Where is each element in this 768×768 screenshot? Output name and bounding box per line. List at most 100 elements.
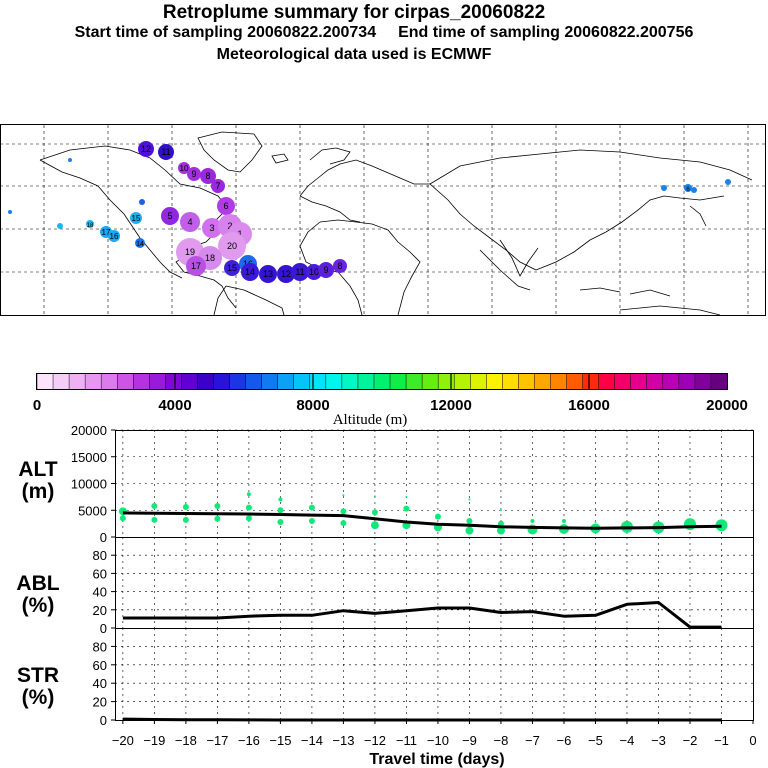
plume-marker-label: 18 <box>87 223 94 229</box>
scatter-point <box>214 515 221 522</box>
panel-ylabel: (%) <box>22 686 55 709</box>
colorbar-cell <box>630 374 648 389</box>
y-tick-label: 20 <box>93 695 107 710</box>
plume-marker-label: 13 <box>263 269 273 279</box>
colorbar-tick-labels: 0 4000 8000 12000 16000 20000 <box>33 397 748 414</box>
plume-marker <box>277 265 295 283</box>
colorbar-cell <box>101 374 118 389</box>
colorbar-cell <box>133 374 150 389</box>
colorbar-cell <box>534 374 552 389</box>
colorbar-cell <box>373 374 391 389</box>
colorbar-cell <box>197 374 215 389</box>
x-tick-label: −3 <box>651 733 666 748</box>
colorbar-cell <box>357 374 375 389</box>
colorbar-cell <box>37 374 54 389</box>
x-tick-label: −20 <box>112 733 134 748</box>
colorbar-cell <box>213 374 231 389</box>
colorbar-cell <box>502 374 519 389</box>
colorbar-cell <box>422 374 439 389</box>
colorbar-cell <box>117 374 134 389</box>
scatter-point <box>496 526 505 535</box>
str-panel: 0 20 40 60 80 STR(%) <box>17 628 754 728</box>
plume-marker-label: 17 <box>102 228 111 237</box>
x-tick-label: −2 <box>683 733 698 748</box>
plume-marker <box>661 185 667 191</box>
y-tick-label: 60 <box>93 566 107 581</box>
abl-panel: 0 20 40 60 80 ABL(%) <box>16 537 754 636</box>
panel-ylabel: (m) <box>22 480 55 503</box>
colorbar-cell <box>53 374 70 389</box>
start-time-label: Start time of sampling 20060822.200734 <box>74 24 377 41</box>
x-tick-label: −16 <box>238 733 260 748</box>
x-tick-label: −11 <box>396 733 417 748</box>
scatter-point <box>308 517 315 524</box>
plume-marker-label: 1 <box>237 229 242 239</box>
colorbar-cell <box>261 374 279 389</box>
plume-marker-label: 12 <box>281 269 291 279</box>
scatter-point <box>214 502 221 509</box>
y-tick-label: 10000 <box>71 477 107 492</box>
plume-marker-label: 6 <box>223 201 228 211</box>
colorbar-cell <box>486 374 503 389</box>
plume-marker <box>684 184 692 192</box>
scatter-point <box>468 498 471 501</box>
plume-marker-label: 7 <box>215 181 220 191</box>
alt-panel: 0 5000 10000 15000 20000 ALT(m) <box>18 423 754 545</box>
plume-marker-label: 18 <box>205 253 215 263</box>
y-tick-label: 5000 <box>78 503 107 518</box>
y-tick-label: 0 <box>100 621 107 636</box>
colorbar-cell <box>694 374 712 389</box>
plume-marker <box>218 214 242 238</box>
y-tick-label: 40 <box>93 585 107 600</box>
map-gridlines <box>0 125 766 315</box>
y-tick-label: 0 <box>100 530 107 545</box>
y-tick-label: 80 <box>93 639 107 654</box>
colorbar-tick-label: 12000 <box>430 397 472 414</box>
colorbar-cell <box>614 374 632 389</box>
scatter-point <box>182 504 189 511</box>
x-tick-label: −13 <box>332 733 354 748</box>
colorbar-tick-label: 4000 <box>158 397 191 414</box>
plume-marker <box>725 179 731 185</box>
colorbar-cell <box>181 374 199 389</box>
plume-marker-label: 8 <box>337 261 342 271</box>
plume-marker <box>241 263 259 281</box>
colorbar-cell <box>293 374 311 389</box>
y-tick-label: 0 <box>100 713 107 728</box>
plume-marker-label: 9 <box>323 265 328 275</box>
colorbar-cell <box>550 374 568 389</box>
y-tick-label: 15000 <box>71 450 107 465</box>
colorbar-cell <box>662 374 680 389</box>
panel-frame <box>115 537 754 629</box>
plume-marker <box>68 158 72 162</box>
scatter-point <box>683 518 696 531</box>
colorbar-cell <box>149 374 166 389</box>
colorbar-tick-label: 0 <box>33 397 41 414</box>
x-tick-label: −1 <box>714 733 729 748</box>
x-tick-label: −17 <box>206 733 228 748</box>
plume-marker <box>291 263 309 281</box>
plume-marker <box>211 179 225 193</box>
plume-marker-label: 14 <box>245 267 255 277</box>
plume-marker <box>139 199 145 205</box>
plume-marker <box>161 207 179 225</box>
scatter-point <box>561 518 566 523</box>
met-data-label: Meteorological data used is ECMWF <box>216 46 492 63</box>
plume-marker-label: 16 <box>243 259 253 269</box>
y-tick-label: 20 <box>93 603 107 618</box>
coastlines <box>39 131 753 316</box>
colorbar-tick-label: 16000 <box>568 397 610 414</box>
scatter-point <box>405 495 408 498</box>
plume-marker <box>100 226 112 238</box>
y-tick-label: 80 <box>93 548 107 563</box>
plume-marker <box>135 238 145 248</box>
x-tick-label: −18 <box>175 733 197 748</box>
x-axis: −20 −19 −18 −17 −16 −15 −14 −13 −12 −11 −10 −9 −8 −7−… <box>112 720 757 748</box>
plume-marker <box>138 141 154 157</box>
scatter-point <box>466 517 473 524</box>
y-tick-label: 40 <box>93 676 107 691</box>
scatter-point <box>558 523 569 534</box>
colorbar-cell <box>341 374 359 389</box>
